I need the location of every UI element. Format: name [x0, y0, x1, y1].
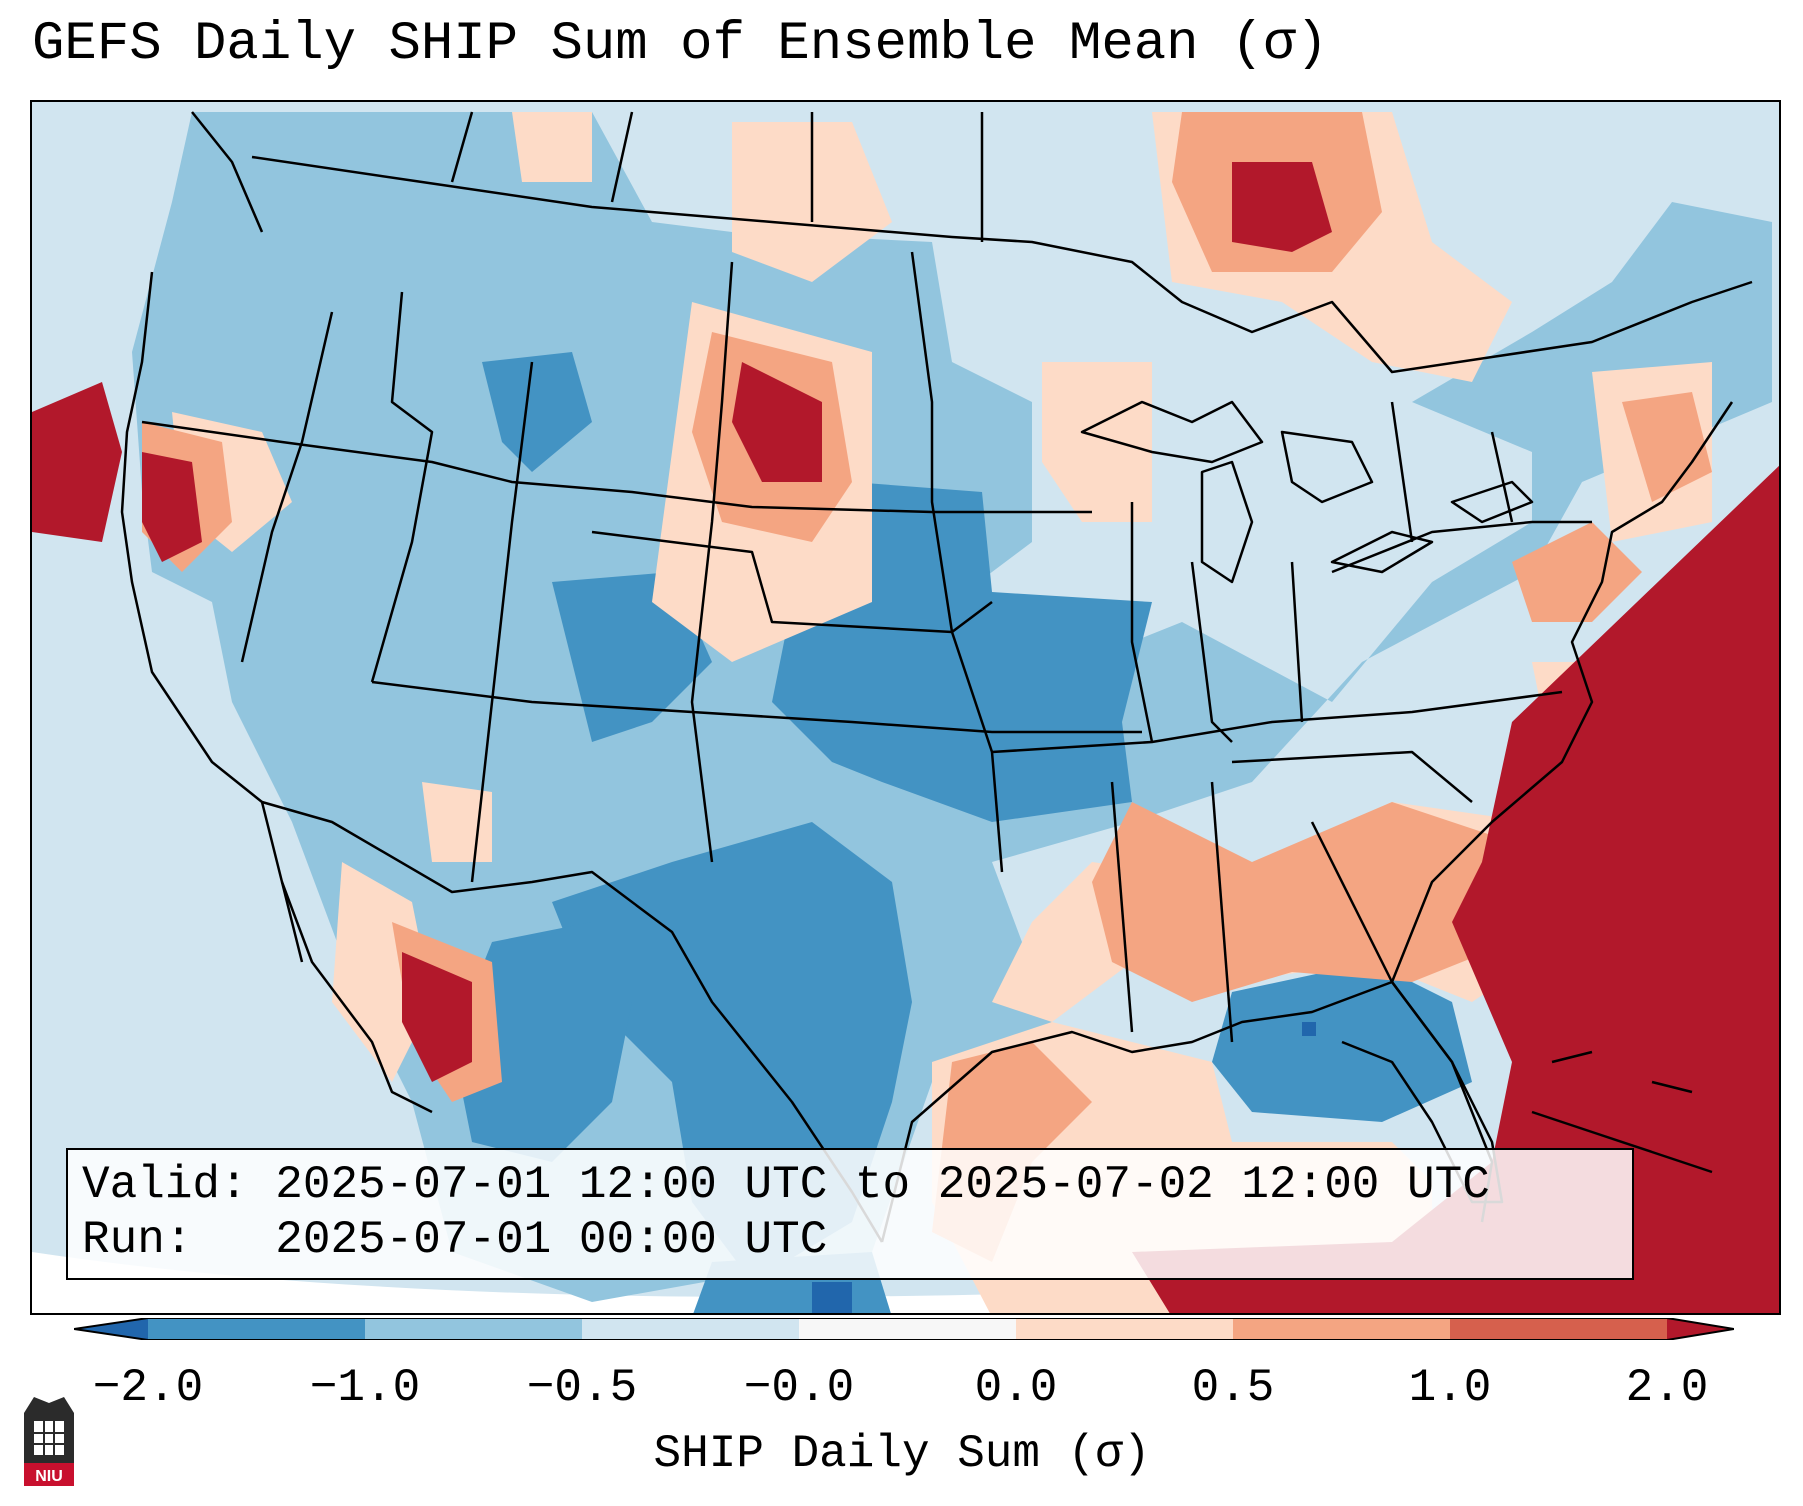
colorbar-extend-high	[1667, 1318, 1734, 1340]
colorbar-bin	[799, 1318, 1016, 1340]
valid-time-line: Valid: 2025-07-01 12:00 UTC to 2025-07-0…	[82, 1159, 1490, 1211]
colorbar-tick-label: −2.0	[92, 1362, 204, 1414]
colorbar-tick-label: 0.0	[974, 1362, 1058, 1414]
logo-window	[34, 1421, 64, 1455]
map-panel	[30, 100, 1781, 1315]
colorbar-tick-label: 0.5	[1191, 1362, 1275, 1414]
run-time-line: Run: 2025-07-01 00:00 UTC	[82, 1214, 828, 1266]
logo-text: NIU	[35, 1468, 63, 1485]
colorbar-bin	[1233, 1318, 1450, 1340]
valid-run-info-box: Valid: 2025-07-01 12:00 UTC to 2025-07-0…	[66, 1148, 1634, 1280]
dark-red-regions	[32, 162, 1779, 1313]
colorbar-bin	[148, 1318, 365, 1340]
colorbar-bin	[1016, 1318, 1233, 1340]
colorbar-tick-label: 1.0	[1408, 1362, 1492, 1414]
darkest-blue-spots	[812, 1022, 1316, 1313]
colorbar-tick-label: −1.0	[309, 1362, 421, 1414]
map-title: GEFS Daily SHIP Sum of Ensemble Mean (σ)	[32, 14, 1329, 75]
logo-banner	[24, 1463, 74, 1486]
colorbar-bin	[1450, 1318, 1667, 1340]
ship-field-map	[32, 102, 1779, 1313]
colorbar-bin	[365, 1318, 582, 1340]
colorbar-tick-label: −0.5	[526, 1362, 638, 1414]
colorbar-extend-low	[74, 1318, 148, 1340]
niu-logo: NIU	[24, 1397, 74, 1486]
colorbar-label: SHIP Daily Sum (σ)	[653, 1428, 1151, 1480]
colorbar-tick-label: −0.0	[743, 1362, 855, 1414]
colorbar	[74, 1318, 1734, 1340]
colorbar-tick-label: 2.0	[1625, 1362, 1709, 1414]
colorbar-bin	[582, 1318, 799, 1340]
